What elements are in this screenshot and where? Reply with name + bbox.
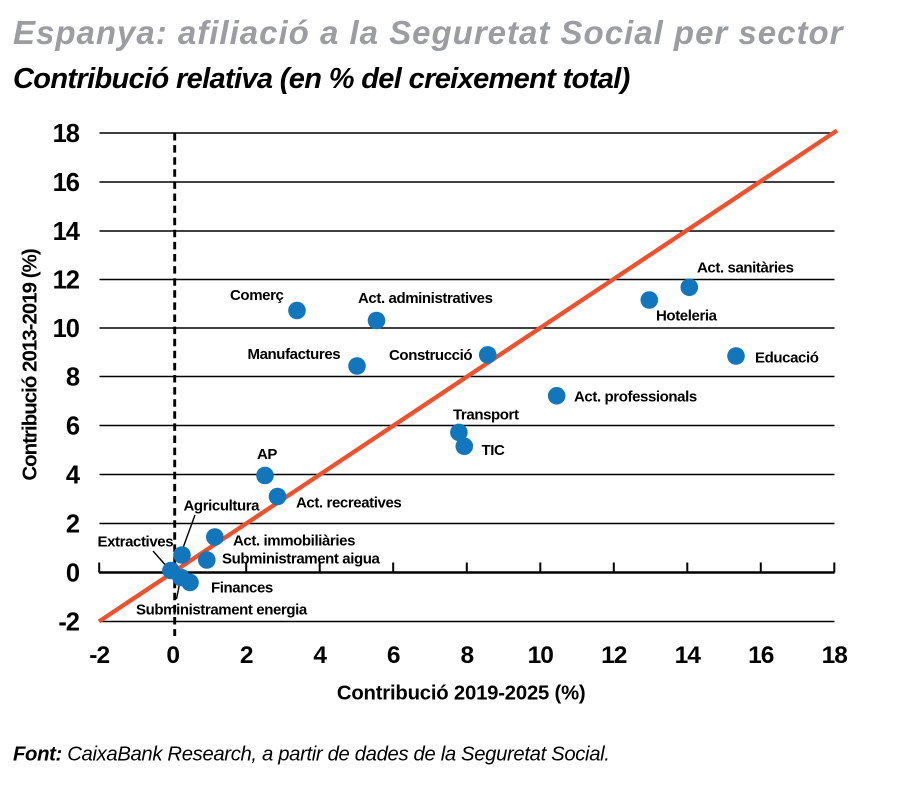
svg-text:10: 10 — [53, 315, 80, 343]
svg-text:Agricultura: Agricultura — [184, 498, 261, 515]
svg-text:0: 0 — [166, 642, 179, 669]
svg-text:Act. administratives: Act. administratives — [358, 290, 493, 307]
svg-text:-2: -2 — [58, 609, 79, 637]
svg-text:12: 12 — [53, 267, 80, 295]
svg-text:AP: AP — [257, 446, 277, 463]
svg-text:14: 14 — [53, 218, 81, 246]
svg-text:8: 8 — [66, 364, 80, 392]
svg-text:2: 2 — [66, 511, 80, 539]
svg-text:Contribució relativa (en % del: Contribució relativa (en % del creixemen… — [13, 63, 630, 95]
svg-text:Font: CaixaBank Research, a pa: Font: CaixaBank Research, a partir de da… — [13, 744, 610, 766]
svg-text:Act. recreatives: Act. recreatives — [296, 495, 401, 512]
svg-text:2: 2 — [240, 642, 253, 669]
svg-text:4: 4 — [66, 462, 81, 490]
svg-text:Act. immobiliàries: Act. immobiliàries — [233, 533, 355, 550]
svg-text:Comerç: Comerç — [230, 287, 284, 304]
svg-text:Transport: Transport — [453, 407, 519, 424]
svg-text:Contribució 2019-2025 (%): Contribució 2019-2025 (%) — [337, 683, 586, 705]
svg-text:0: 0 — [66, 560, 80, 588]
svg-text:10: 10 — [528, 642, 554, 669]
svg-text:Construcció: Construcció — [389, 347, 472, 364]
svg-text:Subministrament aigua: Subministrament aigua — [222, 551, 381, 568]
svg-text:Act. sanitàries: Act. sanitàries — [697, 260, 794, 277]
svg-text:Hoteleria: Hoteleria — [656, 308, 718, 325]
svg-text:Educació: Educació — [755, 350, 819, 367]
svg-text:6: 6 — [66, 413, 80, 441]
svg-text:-2: -2 — [89, 642, 109, 669]
svg-text:4: 4 — [313, 642, 327, 669]
svg-text:Act. professionals: Act. professionals — [574, 389, 697, 406]
svg-text:18: 18 — [822, 642, 848, 669]
svg-text:Subministrament energia: Subministrament energia — [136, 602, 308, 619]
svg-text:16: 16 — [53, 169, 80, 197]
svg-text:16: 16 — [748, 642, 774, 669]
svg-text:8: 8 — [460, 642, 473, 669]
svg-text:Espanya: afiliació a la Segure: Espanya: afiliació a la Seguretat Social… — [13, 14, 845, 51]
svg-text:6: 6 — [387, 642, 400, 669]
svg-text:12: 12 — [601, 642, 627, 669]
svg-text:TIC: TIC — [482, 442, 506, 459]
svg-text:14: 14 — [675, 642, 702, 669]
svg-text:Contribució 2013-2019 (%): Contribució 2013-2019 (%) — [19, 249, 42, 480]
svg-text:Manufactures: Manufactures — [248, 346, 341, 363]
svg-text:Finances: Finances — [211, 580, 273, 597]
svg-text:18: 18 — [53, 120, 80, 148]
svg-text:Extractives: Extractives — [98, 534, 174, 551]
